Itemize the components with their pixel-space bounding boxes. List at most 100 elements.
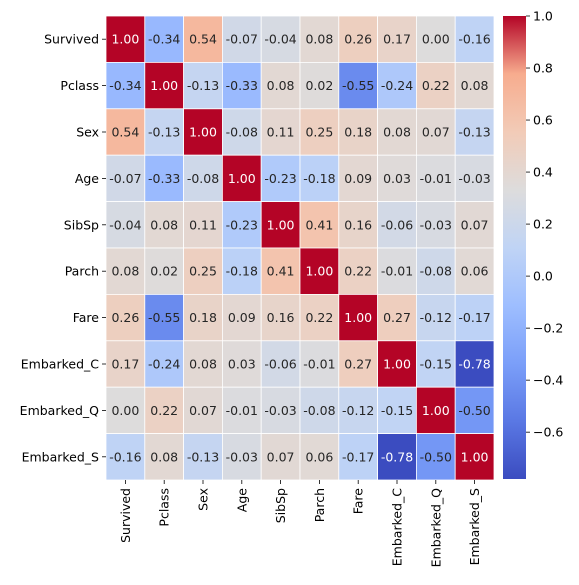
cell-value-label: 0.41 <box>267 264 295 279</box>
colorbar-tick-label: 1.0 <box>533 9 553 24</box>
y-tick-label: SibSp <box>64 217 99 232</box>
y-tick-label: Pclass <box>60 78 99 93</box>
cell-value-label: -0.55 <box>148 310 180 325</box>
heatmap-cell <box>338 386 378 435</box>
heatmap-cell <box>415 154 456 202</box>
cell-value-label: 0.08 <box>150 449 178 464</box>
cell-value-label: 1.00 <box>228 171 256 186</box>
cell-value-label: -0.13 <box>187 449 219 464</box>
x-tick-label: Embarked_Q <box>428 488 443 567</box>
y-tick-label: Age <box>75 171 99 186</box>
cell-value-label: 0.00 <box>422 32 450 47</box>
cell-value-label: -0.01 <box>381 264 413 279</box>
cell-value-label: 1.00 <box>305 264 333 279</box>
colorbar-gradient <box>503 16 526 479</box>
heatmap-cell <box>260 386 301 435</box>
heatmap-cell <box>144 201 185 249</box>
heatmap-cell <box>377 433 417 481</box>
heatmap-cell <box>299 340 340 388</box>
heatmap-cell <box>454 386 495 435</box>
cell-value-label: 0.27 <box>383 310 411 325</box>
cell-value-label: -0.18 <box>303 171 335 186</box>
y-tick-label: Fare <box>73 310 100 325</box>
cell-value-label: -0.03 <box>420 217 452 232</box>
cell-value-label: 0.16 <box>344 217 372 232</box>
cell-value-label: -0.03 <box>226 449 258 464</box>
heatmap-cell <box>338 433 378 481</box>
heatmap-cell <box>454 433 495 481</box>
heatmap-cell <box>454 154 495 202</box>
heatmap-cell <box>221 386 262 435</box>
heatmap-cell <box>338 293 378 342</box>
cell-value-label: -0.08 <box>226 125 258 140</box>
heatmap-cell <box>183 15 223 63</box>
cell-value-label: 0.18 <box>189 310 217 325</box>
heatmap-cell <box>415 62 456 110</box>
heatmap-cell <box>260 108 301 156</box>
cell-value-label: -0.34 <box>109 78 141 93</box>
cell-value-label: -0.24 <box>381 78 413 93</box>
heatmap-cell <box>183 201 223 249</box>
cell-value-label: 0.07 <box>267 449 295 464</box>
colorbar-tick-label: 0.4 <box>533 165 553 180</box>
heatmap-cell <box>415 247 456 295</box>
heatmap-cell <box>260 340 301 388</box>
heatmap-cell <box>221 62 262 110</box>
cell-value-label: 1.00 <box>461 449 489 464</box>
cell-value-label: -0.15 <box>381 403 413 418</box>
cell-value-label: 0.22 <box>150 403 178 418</box>
cell-value-label: 1.00 <box>422 403 450 418</box>
heatmap-cell <box>105 15 146 63</box>
heatmap-cell <box>183 108 223 156</box>
cell-value-label: -0.33 <box>226 78 258 93</box>
x-tick-label: Embarked_S <box>467 488 482 565</box>
cell-value-label: -0.15 <box>420 357 452 372</box>
cell-value-label: 0.18 <box>344 125 372 140</box>
cell-value-label: 0.09 <box>344 171 372 186</box>
cell-value-label: 0.25 <box>189 264 217 279</box>
x-tick-label: Fare <box>351 488 366 515</box>
cell-value-label: 0.08 <box>150 217 178 232</box>
heatmap-cell <box>415 340 456 388</box>
cell-value-label: -0.13 <box>458 125 490 140</box>
heatmap-cell <box>377 62 417 110</box>
colorbar-tick-label: 0.2 <box>533 217 553 232</box>
heatmap-cell <box>338 340 378 388</box>
heatmap-cell <box>299 247 340 295</box>
heatmap-cell <box>299 62 340 110</box>
heatmap-cell <box>338 62 378 110</box>
cell-value-label: -0.12 <box>420 310 452 325</box>
cell-value-label: 0.11 <box>267 125 295 140</box>
heatmap-cell <box>415 201 456 249</box>
colorbar: 1.0 0.8 0.6 0.4 0.2 0.0 −0.2 −0.4 −0.6 <box>503 9 563 479</box>
cell-value-label: -0.17 <box>458 310 490 325</box>
cell-value-label: -0.24 <box>148 357 180 372</box>
cell-value-label: 0.08 <box>189 357 217 372</box>
colorbar-tick-label: −0.6 <box>533 425 563 440</box>
x-tick-label: SibSp <box>273 488 288 523</box>
cell-value-label: 0.41 <box>305 217 333 232</box>
heatmap-cell <box>377 386 417 435</box>
heatmap-cell <box>105 247 146 295</box>
x-tick-label: Pclass <box>157 488 172 527</box>
cell-value-label: -0.06 <box>264 357 296 372</box>
cell-value-label: 1.00 <box>267 217 295 232</box>
cell-value-label: 0.03 <box>228 357 256 372</box>
heatmap-cell <box>221 340 262 388</box>
cell-value-label: 1.00 <box>111 32 139 47</box>
y-tick-label: Sex <box>76 125 99 140</box>
cell-value-label: -0.08 <box>420 264 452 279</box>
y-tick-label: Parch <box>65 264 99 279</box>
cell-value-label: -0.78 <box>381 449 413 464</box>
heatmap-cell <box>144 108 185 156</box>
cell-value-label: -0.01 <box>226 403 258 418</box>
cell-value-label: 0.22 <box>422 78 450 93</box>
cell-value-label: 0.00 <box>111 403 139 418</box>
cell-value-label: 0.07 <box>422 125 450 140</box>
x-axis-tick-labels: Survived Pclass Sex Age SibSp Parch Fare Embark… <box>118 480 482 567</box>
heatmap-cell <box>299 293 340 342</box>
cell-value-label: 0.06 <box>461 264 489 279</box>
y-axis-tick-labels: Survived Pclass Sex Age SibSp Parch Fare Embark… <box>20 32 106 464</box>
heatmap-cell <box>415 386 456 435</box>
